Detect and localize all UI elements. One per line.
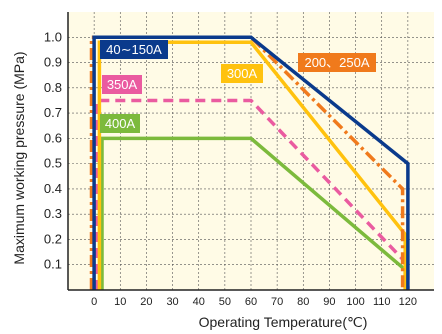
y-tick-label: 0.4 [44, 181, 62, 196]
series-label-3: 350A [107, 77, 138, 92]
y-tick-label: 0.9 [44, 55, 62, 70]
series-label-0: 40∼150A [106, 42, 162, 57]
y-tick-label: 0.6 [44, 130, 62, 145]
x-tick-label: 70 [271, 296, 283, 308]
y-tick-label: 0.1 [44, 257, 62, 272]
x-tick-label: 0 [91, 296, 97, 308]
x-tick-label: 20 [140, 296, 152, 308]
y-tick-label: 0.5 [44, 156, 62, 171]
series-label-2: 300A [227, 66, 258, 81]
x-tick-label: 90 [323, 296, 335, 308]
series-label-box-2 [221, 64, 263, 83]
series-line-0 [92, 35, 410, 290]
y-tick-label: 1.0 [44, 29, 62, 44]
y-tick-label: 0.8 [44, 80, 62, 95]
series-label-box-1 [298, 53, 376, 72]
x-tick-label: 30 [166, 296, 178, 308]
y-axis-label: Maximum working pressure (MPa) [11, 51, 27, 264]
y-tick-label: 0.3 [44, 206, 62, 221]
y-tick-label: 0.7 [44, 105, 62, 120]
y-tick-labels: 0.1 0.2 0.3 0.4 0.5 0.6 0.7 0.8 0.9 1.0 [44, 29, 62, 271]
x-tick-label: 120 [399, 296, 417, 308]
series-line-1 [89, 35, 405, 290]
series-label-4: 400A [105, 116, 136, 131]
series-label-box-4 [100, 114, 140, 133]
x-tick-label: 10 [114, 296, 126, 308]
x-tick-label: 100 [346, 296, 364, 308]
series-label-box-0 [100, 40, 168, 59]
series-line-2 [97, 40, 407, 290]
series-label-1: 200、250A [304, 55, 369, 70]
series-label-box-3 [102, 75, 142, 94]
series-labels: 40∼150A 200、250A 300A 350A 400A [100, 40, 376, 133]
x-tick-label: 50 [219, 296, 231, 308]
series-layer [89, 35, 410, 290]
y-tick-label: 0.2 [44, 231, 62, 246]
x-tick-labels: 0 10 20 30 40 50 60 70 80 90 100 110 120 [91, 296, 417, 308]
x-tick-label: 60 [245, 296, 257, 308]
x-tick-label: 110 [373, 296, 391, 308]
x-tick-label: 40 [193, 296, 205, 308]
x-axis-label: Operating Temperature(℃) [199, 314, 368, 330]
x-tick-label: 80 [297, 296, 309, 308]
